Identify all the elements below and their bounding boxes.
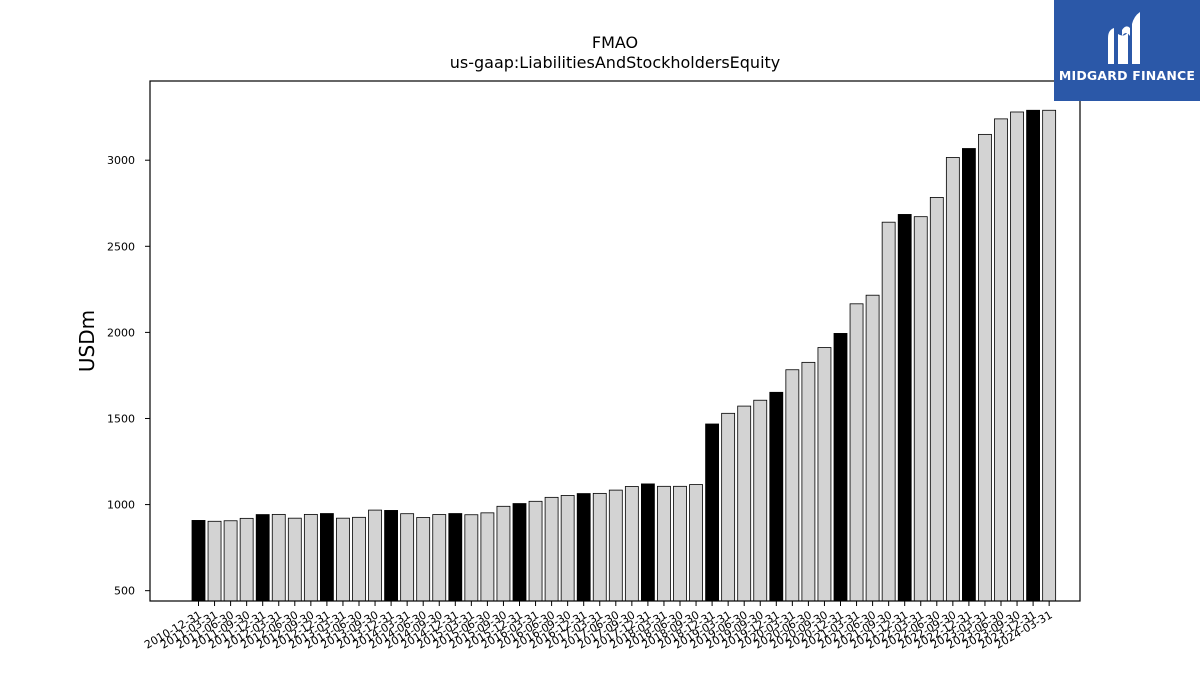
bar-2020-12-31 xyxy=(833,333,848,602)
bar-2013-03-31 xyxy=(336,517,350,602)
bar-2012-12-31 xyxy=(319,513,334,602)
bar-2015-06-30 xyxy=(480,512,495,602)
bar-2019-06-30 xyxy=(737,405,752,602)
bar-2016-12-31 xyxy=(576,493,591,602)
bar-2021-06-30 xyxy=(865,294,880,602)
bar-2011-12-31 xyxy=(255,514,270,602)
midgard-m-logo-icon xyxy=(1108,12,1140,64)
bar-2017-03-31 xyxy=(592,492,607,602)
chart-title: FMAO xyxy=(592,33,638,52)
y-tick-label: 1000 xyxy=(107,499,135,512)
bar-2016-09-30 xyxy=(560,495,575,602)
bar-2022-09-30 xyxy=(945,157,960,602)
bar-2022-03-31 xyxy=(913,216,928,602)
bar-2023-06-30 xyxy=(994,118,1008,602)
bar-2024-03-31 xyxy=(1042,109,1057,602)
bar-2018-09-30 xyxy=(689,484,703,602)
bar-2018-03-31 xyxy=(657,485,671,602)
bar-2016-03-31 xyxy=(528,500,543,602)
bar-2022-06-30 xyxy=(929,196,944,602)
bar-2021-03-31 xyxy=(849,303,864,602)
bar-2015-12-31 xyxy=(512,503,527,602)
bar-2023-12-31 xyxy=(1026,109,1040,602)
bar-2018-06-30 xyxy=(673,485,687,602)
bar-2019-12-31 xyxy=(769,391,784,602)
x-axis: 2010-12-312011-03-312011-06-302011-09-30… xyxy=(142,601,1055,652)
bar-2014-09-30 xyxy=(432,514,447,602)
bar-2011-03-31 xyxy=(207,520,222,602)
bar-2010-12-31 xyxy=(191,520,206,602)
bar-2011-06-30 xyxy=(223,520,238,602)
bar-2015-03-31 xyxy=(464,514,479,602)
bar-2016-06-30 xyxy=(544,496,559,602)
y-tick-label: 1500 xyxy=(107,412,135,425)
bar-2019-09-30 xyxy=(753,399,768,602)
plot-frame xyxy=(149,80,1081,602)
bar-2014-03-31 xyxy=(400,513,415,602)
chart-subtitle: us-gaap:LiabilitiesAndStockholdersEquity xyxy=(450,53,781,72)
bar-2015-09-30 xyxy=(496,505,511,602)
bars-group xyxy=(191,109,1057,602)
bar-2023-03-31 xyxy=(978,133,992,602)
bar-2014-06-30 xyxy=(416,517,431,602)
bar-2023-09-30 xyxy=(1010,111,1024,602)
bar-2021-12-31 xyxy=(897,214,912,602)
y-tick-label: 500 xyxy=(114,585,135,598)
bar-2020-06-30 xyxy=(801,361,816,602)
bar-2018-12-31 xyxy=(705,423,719,602)
y-tick-label: 2500 xyxy=(107,240,135,253)
logo-brand-text: MIDGARD FINANCE xyxy=(1058,68,1196,83)
bar-2013-09-30 xyxy=(368,509,382,602)
bar-2020-09-30 xyxy=(817,347,832,602)
bar-2013-12-31 xyxy=(384,510,399,602)
bar-2011-09-30 xyxy=(239,517,254,602)
bar-2017-09-30 xyxy=(624,486,639,602)
bar-2014-12-31 xyxy=(448,513,463,602)
bar-2019-03-31 xyxy=(721,412,736,602)
midgard-finance-logo: MIDGARD FINANCE xyxy=(1054,0,1200,101)
bar-2017-12-31 xyxy=(641,483,655,602)
y-axis: 500 1000 1500 2000 2500 3000 xyxy=(107,154,150,598)
bar-2017-06-30 xyxy=(608,489,623,602)
bar-2022-12-31 xyxy=(962,148,976,602)
bar-2012-09-30 xyxy=(303,513,318,602)
y-tick-label: 2000 xyxy=(107,326,135,339)
y-tick-label: 3000 xyxy=(107,154,135,167)
bar-2012-06-30 xyxy=(287,517,302,602)
bar-2021-09-30 xyxy=(881,221,896,602)
bar-2020-03-31 xyxy=(785,369,800,602)
y-axis-label: USDm xyxy=(75,310,99,372)
bar-2013-06-30 xyxy=(352,516,366,602)
bar-2012-03-31 xyxy=(271,513,286,602)
